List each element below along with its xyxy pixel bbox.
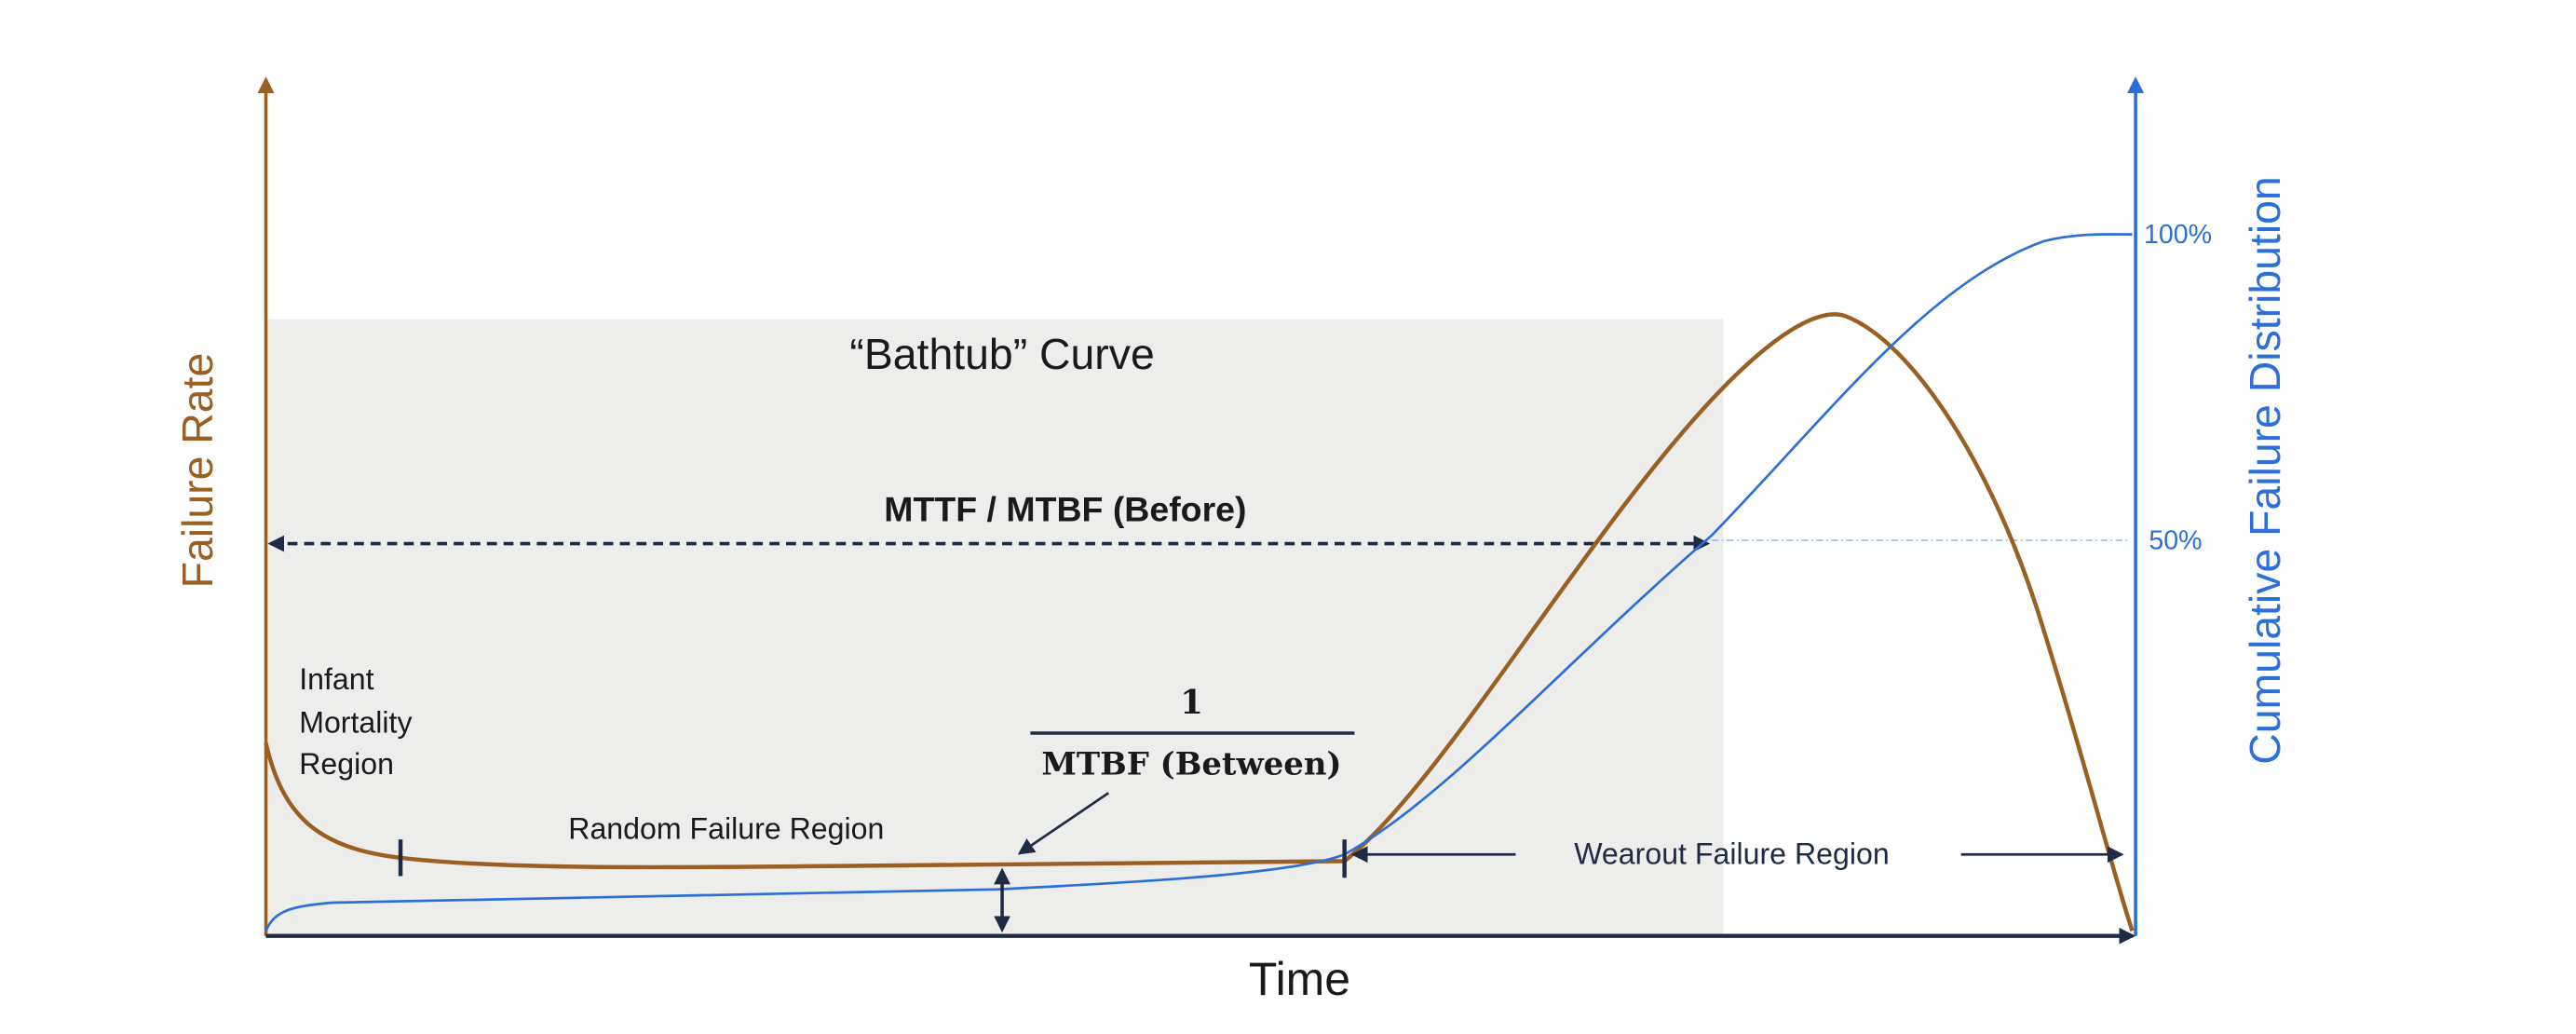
- region-background: [265, 319, 1724, 936]
- infant-region-label: Infant: [299, 662, 373, 696]
- cumulative-curve: [264, 233, 2133, 932]
- title: “Bathtub” Curve: [849, 330, 1154, 378]
- failure-rate-curve: [264, 312, 2135, 932]
- fraction-numerator: 1: [1180, 683, 1203, 722]
- fraction-denominator: MTBF (Between): [1041, 745, 1341, 782]
- infant-region-label: Region: [299, 747, 394, 781]
- y2-axis-label: Cumulative Failure Distribution: [2241, 176, 2289, 764]
- infant-region-label: Mortality: [299, 706, 412, 740]
- y2-tick-label: 100%: [2144, 220, 2212, 250]
- y-axis-label: Failure Rate: [173, 353, 222, 589]
- wearout-region-label: Wearout Failure Region: [1574, 837, 1890, 871]
- mttf-label: MTTF / MTBF (Before): [884, 490, 1246, 529]
- x-axis-label: Time: [1249, 953, 1350, 1005]
- y2-tick-label: 50%: [2149, 525, 2202, 555]
- random-region-label: Random Failure Region: [568, 812, 884, 846]
- pointer-arrow: [1017, 792, 1110, 855]
